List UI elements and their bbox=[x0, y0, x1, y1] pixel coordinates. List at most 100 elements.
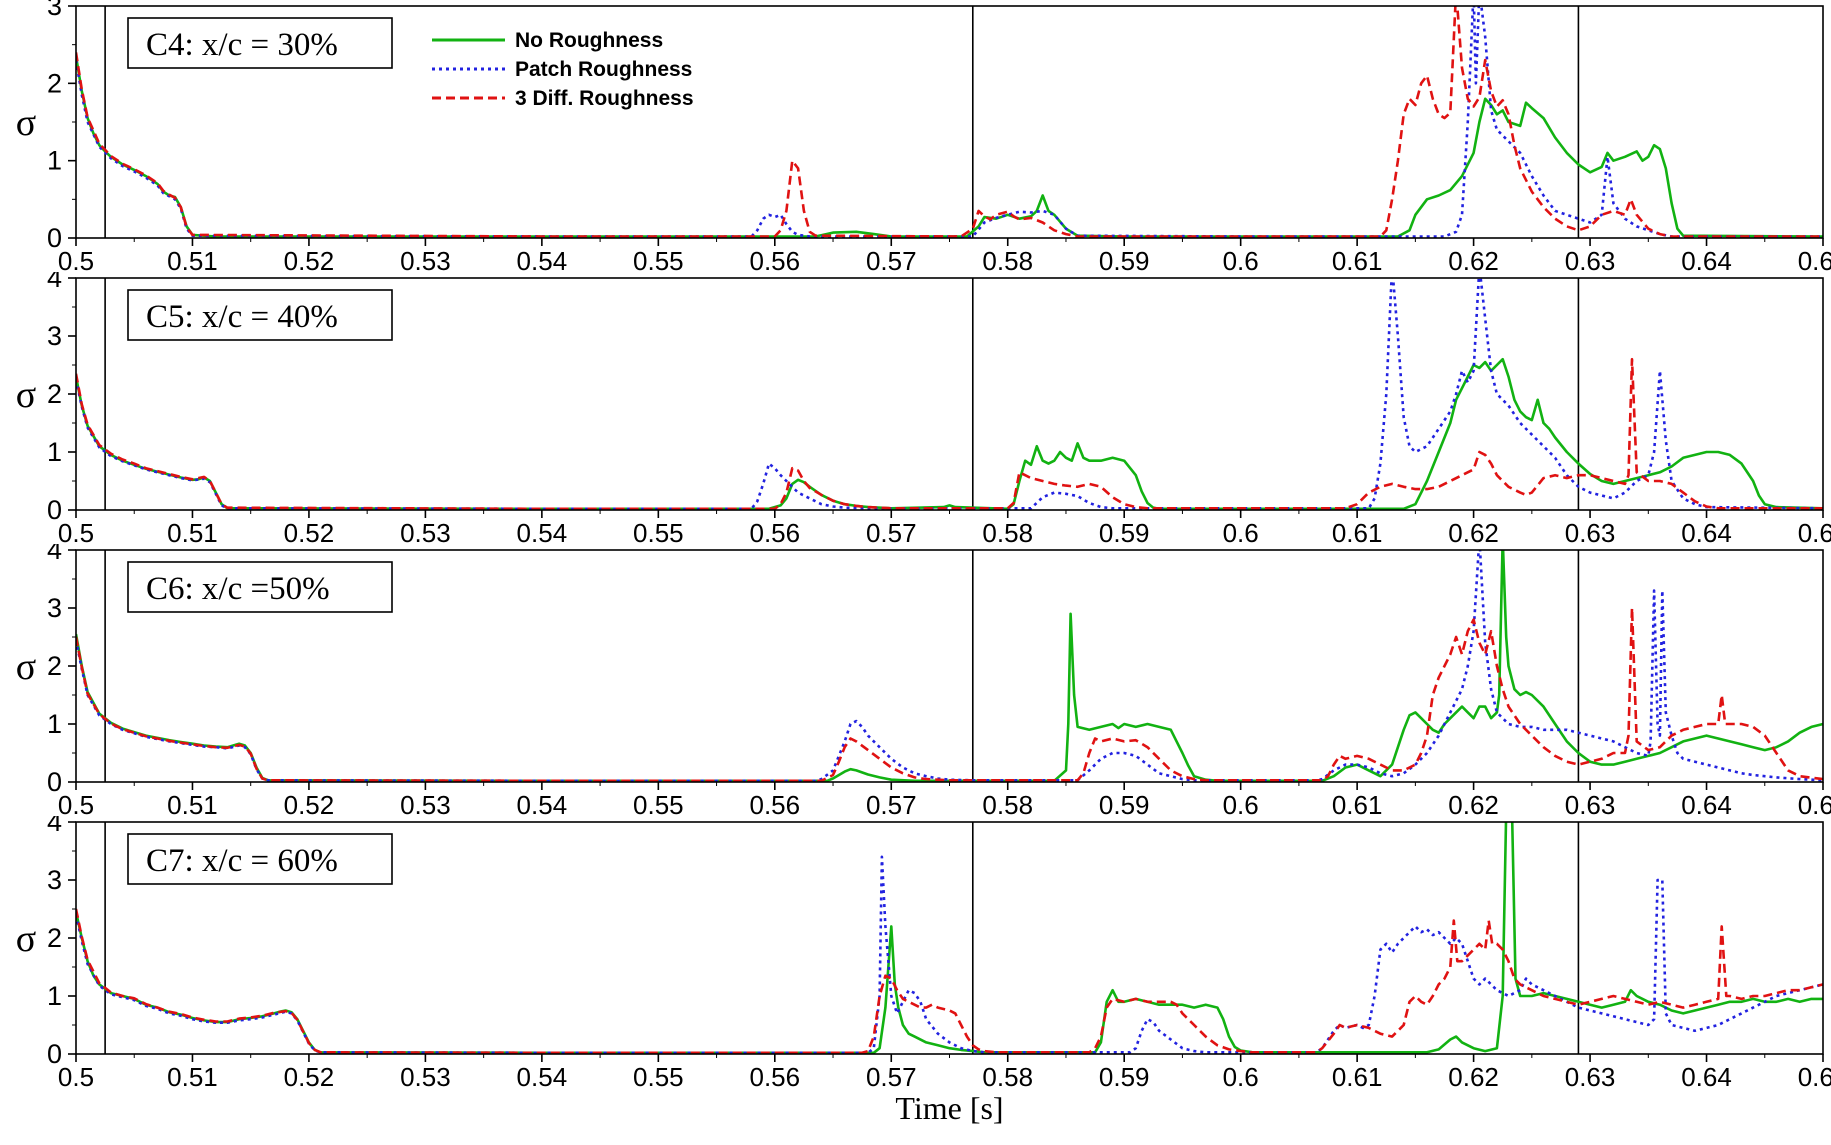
svg-text:0.5: 0.5 bbox=[58, 1062, 94, 1088]
y-axis-c7: 0 1 2 3 4 bbox=[47, 816, 76, 1069]
svg-text:0.52: 0.52 bbox=[284, 246, 335, 272]
svg-text:0.55: 0.55 bbox=[633, 246, 684, 272]
x-axis-c4: 0.5 0.51 0.52 0.53 0.54 0.55 0.56 0.57 0.58 0.59 0… bbox=[58, 238, 1831, 272]
svg-text:0.61: 0.61 bbox=[1332, 518, 1383, 544]
panel-c6: 0.5 0.51 0.52 0.53 0.54 0.55 0.56 0.57 0.58 0.59 0… bbox=[16, 544, 1831, 816]
svg-text:3: 3 bbox=[47, 0, 62, 21]
svg-text:0.55: 0.55 bbox=[633, 790, 684, 816]
svg-text:1: 1 bbox=[47, 437, 62, 467]
series-3-diff-roughness-c7 bbox=[76, 908, 1823, 1054]
svg-text:0.61: 0.61 bbox=[1332, 790, 1383, 816]
panel-title-c5: C5: x/c = 40% bbox=[127, 289, 393, 341]
svg-text:0.53: 0.53 bbox=[400, 1062, 451, 1088]
series-patch-roughness-c4 bbox=[76, 6, 1823, 238]
series-3-diff-roughness-c4 bbox=[76, 6, 1823, 238]
svg-text:2: 2 bbox=[47, 379, 62, 409]
svg-text:0.51: 0.51 bbox=[167, 790, 218, 816]
x-axis-c7: 0.5 0.51 0.52 0.53 0.54 0.55 0.56 0.57 0.58 0.59 0… bbox=[58, 1054, 1831, 1088]
reference-lines bbox=[104, 278, 1580, 510]
svg-text:0.56: 0.56 bbox=[749, 790, 800, 816]
svg-text:0.55: 0.55 bbox=[633, 518, 684, 544]
y-axis-c5: 0 1 2 3 4 bbox=[47, 272, 76, 525]
svg-text:0.53: 0.53 bbox=[400, 790, 451, 816]
svg-text:0.6: 0.6 bbox=[1223, 518, 1259, 544]
reference-lines bbox=[104, 822, 1580, 1054]
svg-text:0.65: 0.65 bbox=[1798, 1062, 1831, 1088]
svg-text:C7: x/c = 60%: C7: x/c = 60% bbox=[146, 843, 338, 879]
svg-text:0: 0 bbox=[47, 767, 62, 797]
svg-text:0.59: 0.59 bbox=[1099, 518, 1150, 544]
panel-c7: 0.5 0.51 0.52 0.53 0.54 0.55 0.56 0.57 0.58 0.59 0… bbox=[16, 816, 1831, 1088]
svg-text:C6: x/c =50%: C6: x/c =50% bbox=[146, 571, 330, 607]
svg-text:0.57: 0.57 bbox=[866, 246, 917, 272]
svg-text:0.65: 0.65 bbox=[1798, 518, 1831, 544]
svg-text:1: 1 bbox=[47, 709, 62, 739]
svg-text:0.56: 0.56 bbox=[749, 518, 800, 544]
svg-text:3: 3 bbox=[47, 865, 62, 895]
svg-text:0.57: 0.57 bbox=[866, 518, 917, 544]
legend-label-no-roughness: No Roughness bbox=[515, 29, 663, 52]
series-3-diff-roughness-c5 bbox=[76, 357, 1823, 510]
svg-text:0.62: 0.62 bbox=[1448, 790, 1499, 816]
svg-text:0.64: 0.64 bbox=[1681, 1062, 1732, 1088]
svg-text:0.57: 0.57 bbox=[866, 790, 917, 816]
svg-text:0: 0 bbox=[47, 495, 62, 525]
svg-text:0.6: 0.6 bbox=[1223, 790, 1259, 816]
svg-text:0.63: 0.63 bbox=[1565, 246, 1616, 272]
svg-text:0.51: 0.51 bbox=[167, 246, 218, 272]
y-axis-title-c7: σ bbox=[16, 918, 36, 960]
svg-text:0.58: 0.58 bbox=[982, 518, 1033, 544]
x-axis-title: Time [s] bbox=[76, 1090, 1823, 1127]
svg-text:0.56: 0.56 bbox=[749, 1062, 800, 1088]
panel-title-c4: C4: x/c = 30% bbox=[127, 17, 393, 69]
svg-text:3: 3 bbox=[47, 593, 62, 623]
legend-label-patch-roughness: Patch Roughness bbox=[515, 58, 692, 81]
y-axis-c6: 0 1 2 3 4 bbox=[47, 544, 76, 797]
x-axis-c6: 0.5 0.51 0.52 0.53 0.54 0.55 0.56 0.57 0.58 0.59 0… bbox=[58, 782, 1831, 816]
panel-c5: 0.5 0.51 0.52 0.53 0.54 0.55 0.56 0.57 0.58 0.59 0… bbox=[16, 272, 1831, 544]
svg-text:0.59: 0.59 bbox=[1099, 790, 1150, 816]
svg-text:4: 4 bbox=[47, 544, 62, 565]
svg-text:0.6: 0.6 bbox=[1223, 246, 1259, 272]
svg-text:1: 1 bbox=[47, 146, 62, 176]
svg-text:2: 2 bbox=[47, 923, 62, 953]
svg-text:0.62: 0.62 bbox=[1448, 246, 1499, 272]
svg-text:0.54: 0.54 bbox=[517, 246, 568, 272]
y-axis-c4: 0 1 2 3 bbox=[47, 0, 76, 253]
svg-text:0.59: 0.59 bbox=[1099, 1062, 1150, 1088]
svg-text:0: 0 bbox=[47, 223, 62, 253]
svg-text:0.52: 0.52 bbox=[284, 518, 335, 544]
svg-text:1: 1 bbox=[47, 981, 62, 1011]
svg-text:0.62: 0.62 bbox=[1448, 1062, 1499, 1088]
svg-text:4: 4 bbox=[47, 272, 62, 293]
series-group bbox=[76, 550, 1823, 782]
chart-panels: 0.5 0.51 0.52 0.53 0.54 0.55 0.56 0.57 0.58 0.59 0… bbox=[16, 0, 1831, 1088]
svg-text:0.59: 0.59 bbox=[1099, 246, 1150, 272]
svg-text:0.64: 0.64 bbox=[1681, 246, 1732, 272]
svg-text:0.63: 0.63 bbox=[1565, 518, 1616, 544]
series-3-diff-roughness-c6 bbox=[76, 606, 1823, 782]
x-axis-title-text: Time [s] bbox=[895, 1090, 1004, 1126]
svg-text:0.63: 0.63 bbox=[1565, 790, 1616, 816]
svg-text:0.64: 0.64 bbox=[1681, 518, 1732, 544]
svg-text:0.58: 0.58 bbox=[982, 246, 1033, 272]
svg-text:0.51: 0.51 bbox=[167, 518, 218, 544]
svg-text:C4: x/c = 30%: C4: x/c = 30% bbox=[146, 27, 338, 63]
svg-text:0.53: 0.53 bbox=[400, 518, 451, 544]
series-patch-roughness-c7 bbox=[76, 855, 1823, 1054]
svg-text:0.64: 0.64 bbox=[1681, 790, 1732, 816]
reference-lines bbox=[104, 6, 1580, 238]
svg-text:4: 4 bbox=[47, 816, 62, 837]
svg-text:0.55: 0.55 bbox=[633, 1062, 684, 1088]
svg-text:3: 3 bbox=[47, 321, 62, 351]
panel-title-c7: C7: x/c = 60% bbox=[127, 833, 393, 885]
svg-text:0.62: 0.62 bbox=[1448, 518, 1499, 544]
legend: No Roughness Patch Roughness 3 Diff. Rough… bbox=[432, 29, 694, 110]
series-no-roughness-c4 bbox=[76, 56, 1823, 238]
svg-text:0.58: 0.58 bbox=[982, 790, 1033, 816]
svg-text:0.5: 0.5 bbox=[58, 790, 94, 816]
svg-text:0.54: 0.54 bbox=[517, 518, 568, 544]
y-axis-title-c6: σ bbox=[16, 646, 36, 688]
svg-text:0: 0 bbox=[47, 1039, 62, 1069]
series-group bbox=[76, 822, 1823, 1054]
